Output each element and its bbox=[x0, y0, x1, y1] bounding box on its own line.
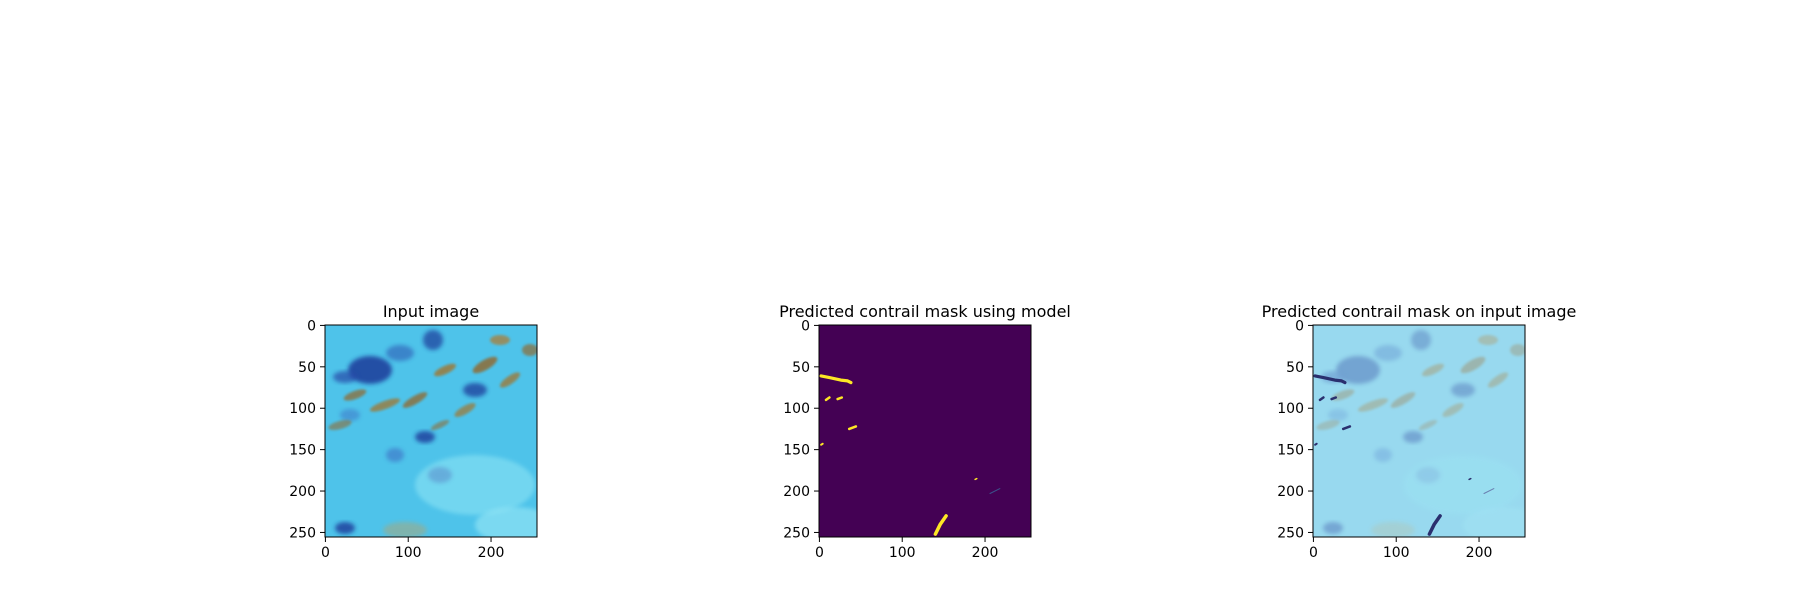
mask-ytick-label: 200 bbox=[783, 484, 810, 500]
overlay-ytick-label: 50 bbox=[1286, 360, 1304, 376]
overlay-contrail bbox=[1468, 477, 1472, 481]
overlay-ytick-label: 200 bbox=[1277, 484, 1304, 500]
mask-xtick-label: 0 bbox=[815, 545, 824, 561]
mask-contrail bbox=[989, 488, 1001, 494]
input-ytick-label: 100 bbox=[289, 401, 316, 417]
overlay-xtick-label: 100 bbox=[1383, 545, 1410, 561]
mask-contrail bbox=[847, 425, 858, 431]
overlay-ytick-label: 250 bbox=[1277, 525, 1304, 541]
mask-background bbox=[819, 325, 1031, 537]
mask-xtick-label: 100 bbox=[889, 545, 916, 561]
mask-contrail bbox=[974, 477, 978, 481]
mask-panel: 0 100 200 0 50 100 150 200 250 bbox=[783, 318, 1032, 561]
input-ytick-label: 200 bbox=[289, 484, 316, 500]
mask-xtick-label: 200 bbox=[972, 545, 999, 561]
overlay-ytick-label: 0 bbox=[1295, 318, 1304, 334]
input-ytick-label: 0 bbox=[307, 318, 316, 334]
mask-ytick-label: 100 bbox=[783, 401, 810, 417]
overlay-contrail bbox=[1313, 374, 1347, 385]
overlay-contrail bbox=[1483, 488, 1495, 494]
input-xtick-label: 100 bbox=[395, 545, 422, 561]
overlay-panel: 0 100 200 0 50 100 150 200 250 bbox=[1277, 318, 1526, 561]
overlay-contrail bbox=[1330, 396, 1338, 401]
overlay-xtick-label: 200 bbox=[1466, 545, 1493, 561]
overlay-axes-frame bbox=[1312, 324, 1526, 538]
overlay-axis-ticks: 0 100 200 0 50 100 150 200 250 bbox=[1277, 318, 1492, 561]
panel-title-input: Input image bbox=[383, 302, 479, 321]
input-ytick-label: 250 bbox=[289, 525, 316, 541]
mask-ytick-label: 0 bbox=[801, 318, 810, 334]
mask-axes-frame bbox=[818, 324, 1032, 538]
overlay-contrails bbox=[1313, 374, 1495, 536]
input-image-panel: 0 100 200 0 50 100 150 200 250 bbox=[289, 318, 538, 561]
input-xtick-label: 200 bbox=[478, 545, 505, 561]
mask-ytick-label: 150 bbox=[783, 443, 810, 459]
overlay-contrail bbox=[1314, 442, 1318, 446]
input-axis-ticks: 0 100 200 0 50 100 150 200 250 bbox=[289, 318, 504, 561]
mask-contrail bbox=[933, 514, 948, 536]
overlay-ytick-label: 150 bbox=[1277, 443, 1304, 459]
mask-contrail bbox=[819, 374, 853, 385]
mask-ytick-label: 250 bbox=[783, 525, 810, 541]
mask-contrail bbox=[836, 396, 844, 401]
mask-axis-ticks: 0 100 200 0 50 100 150 200 250 bbox=[783, 318, 998, 561]
satellite-scene bbox=[328, 330, 537, 537]
overlay-contrail bbox=[1341, 425, 1352, 431]
input-ytick-label: 150 bbox=[289, 443, 316, 459]
overlay-xtick-label: 0 bbox=[1309, 545, 1318, 561]
overlay-contrail bbox=[1318, 396, 1325, 402]
input-xtick-label: 0 bbox=[321, 545, 330, 561]
overlay-ytick-label: 100 bbox=[1277, 401, 1304, 417]
panel-title-overlay: Predicted contrail mask on input image bbox=[1262, 302, 1577, 321]
mask-contrail bbox=[820, 442, 824, 446]
panel-title-mask: Predicted contrail mask using model bbox=[779, 302, 1071, 321]
input-ytick-label: 50 bbox=[298, 360, 316, 376]
overlay-contrail bbox=[1427, 514, 1442, 536]
mask-contrails bbox=[819, 374, 1001, 536]
input-axes-frame bbox=[324, 324, 538, 538]
mask-ytick-label: 50 bbox=[792, 360, 810, 376]
mask-contrail bbox=[824, 396, 831, 402]
